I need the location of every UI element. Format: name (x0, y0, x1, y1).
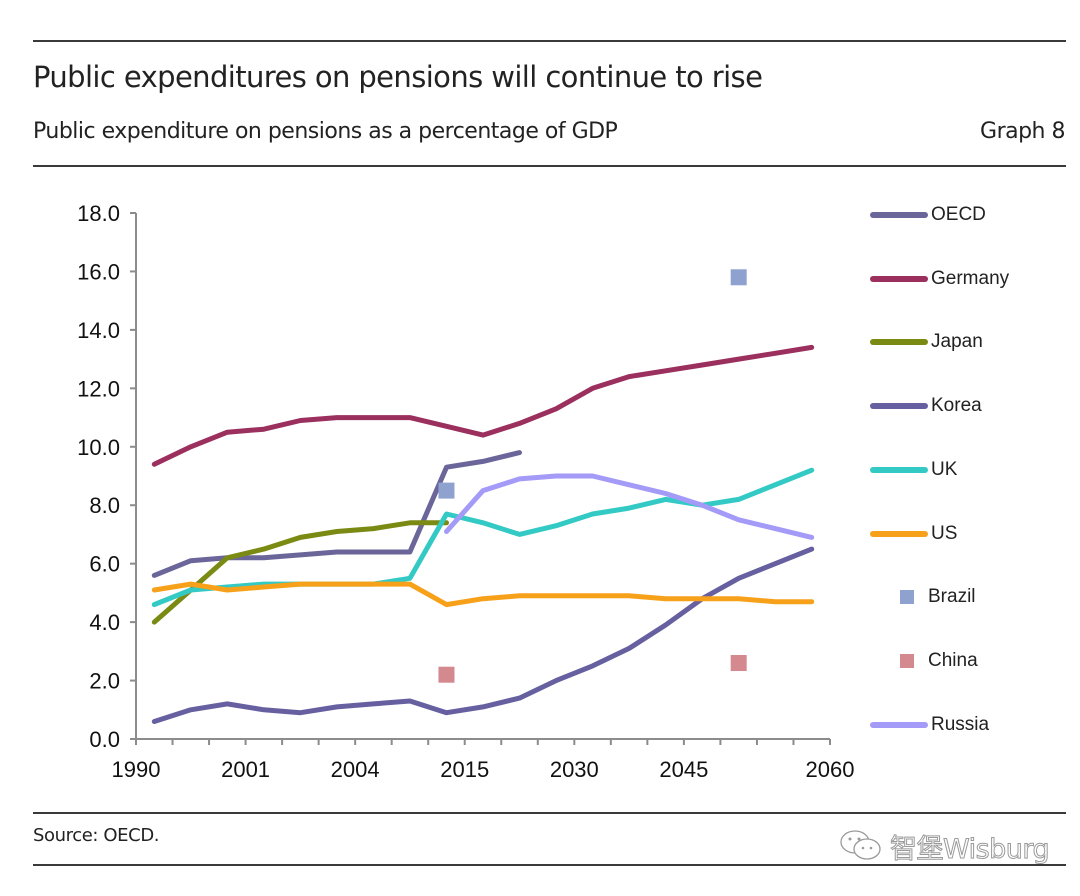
marker-brazil (438, 482, 455, 499)
x-tick-label: 2060 (806, 757, 855, 782)
series-us (151, 581, 815, 608)
legend-label: Russia (931, 713, 990, 735)
x-tick-label: 2001 (221, 757, 270, 782)
line-chart: 0.0 2.0 4.0 6.0 8.0 10.0 12.0 14.0 16.0 18.0 1990… (77, 201, 855, 782)
legend-item-uk: UK (870, 455, 1070, 485)
series-korea (151, 546, 815, 724)
legend-label: US (931, 522, 958, 544)
legend-item-china: China (870, 646, 1070, 676)
x-tick-label: 2015 (440, 757, 489, 782)
legend-line-swatch (870, 275, 928, 282)
y-tick-label: 2.0 (89, 669, 120, 694)
y-tick-label: 16.0 (77, 259, 120, 284)
y-tick-label: 10.0 (77, 435, 120, 460)
chart-title: Public expenditures on pensions will con… (33, 60, 763, 94)
header-bottom-rule (33, 165, 1066, 167)
marker-china (730, 655, 747, 672)
legend-item-oecd: OECD (870, 200, 1070, 230)
legend-line-swatch (870, 212, 928, 218)
legend-item-brazil: Brazil (870, 582, 1070, 612)
legend-label: UK (931, 458, 958, 480)
marker-brazil (730, 269, 747, 286)
legend-item-russia: Russia (870, 710, 1070, 740)
y-tick-label: 6.0 (89, 552, 120, 577)
legend-line-swatch (870, 403, 928, 410)
bottom-rule (33, 864, 1066, 866)
series-germany (151, 344, 815, 467)
legend-label: Germany (931, 267, 1010, 289)
line-japan (151, 520, 449, 625)
x-tick-label: 1990 (112, 757, 161, 782)
series-brazil (438, 269, 747, 499)
series-china (438, 655, 747, 683)
line-korea (151, 546, 815, 724)
watermark-text: 智堡Wisburg (889, 833, 1050, 865)
legend-item-us: US (870, 519, 1070, 549)
y-tick-label: 8.0 (89, 493, 120, 518)
x-tick-label: 2004 (331, 757, 380, 782)
x-axis-ticks: 1990 2001 2004 2015 2030 2045 2060 (112, 739, 855, 782)
x-tick-label: 2030 (550, 757, 599, 782)
y-axis-ticks: 0.0 2.0 4.0 6.0 8.0 10.0 12.0 14.0 16.0 18.0 (77, 201, 136, 752)
series-japan (151, 520, 449, 625)
y-tick-label: 4.0 (89, 610, 120, 635)
legend-line-swatch (870, 721, 928, 728)
series-layer (151, 269, 815, 724)
y-tick-label: 12.0 (77, 376, 120, 401)
line-germany (151, 344, 815, 467)
chart-subtitle: Public expenditure on pensions as a perc… (33, 119, 618, 144)
x-tick-label: 2045 (659, 757, 708, 782)
legend-label: Korea (931, 395, 982, 417)
axes (130, 213, 830, 740)
watermark: 智堡Wisburg (838, 826, 1050, 866)
y-tick-label: 0.0 (89, 727, 120, 752)
marker-china (438, 666, 455, 683)
legend-line-swatch (870, 530, 928, 537)
legend-label: OECD (931, 204, 986, 225)
legend-square-swatch (900, 590, 914, 605)
legend-label: Japan (931, 331, 983, 353)
legend-line-swatch (870, 466, 928, 473)
legend-item-korea: Korea (870, 391, 1070, 421)
legend-line-swatch (870, 339, 928, 346)
wechat-icon (840, 830, 881, 860)
graph-number: Graph 8 (980, 119, 1065, 144)
legend-item-japan: Japan (870, 327, 1070, 357)
series-russia (444, 473, 815, 540)
top-rule (33, 40, 1066, 42)
legend-label: China (928, 649, 978, 671)
y-tick-label: 18.0 (77, 201, 120, 226)
legend-square-swatch (900, 653, 914, 668)
source-note: Source: OECD. (33, 825, 160, 846)
legend-item-germany: Germany (870, 264, 1070, 294)
y-tick-label: 14.0 (77, 318, 120, 343)
legend-label: Brazil (928, 586, 976, 608)
footer-top-rule (33, 812, 1066, 814)
